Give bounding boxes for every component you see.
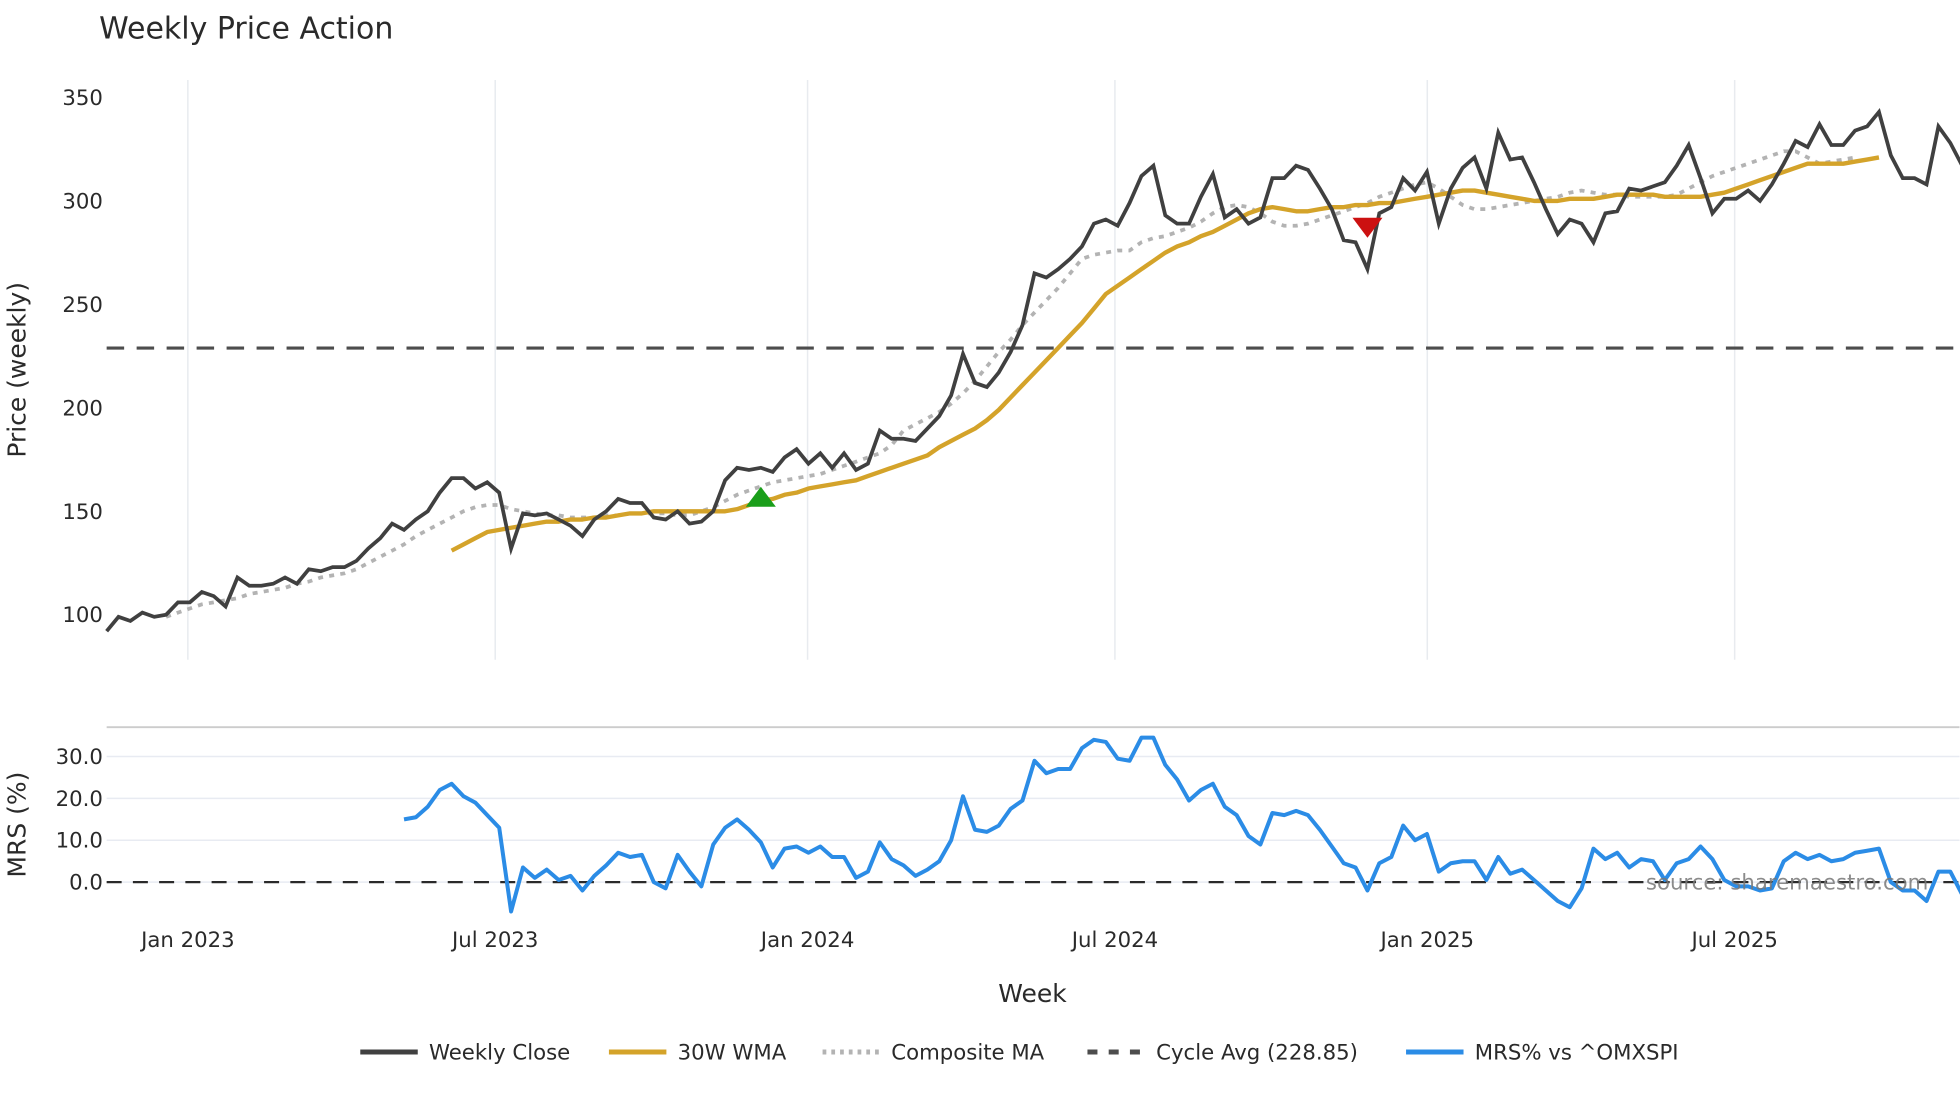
mrs-y-tick-label: 30.0 [56,745,103,770]
buy-signal-triangle-up-icon [745,486,776,507]
x-tick-label: Jul 2024 [1070,928,1158,953]
x-tick-label: Jan 2024 [759,928,855,953]
legend-label: 30W WMA [678,1041,787,1066]
price-y-tick-label: 300 [62,189,103,214]
legend-item[interactable]: Weekly Close [360,1041,570,1066]
mrs-y-tick-label: 20.0 [56,787,103,812]
sell-signal-triangle-down-icon [1352,217,1383,238]
legend: Weekly Close 30W WMA Composite MA Cycle Avg… [360,1041,1679,1066]
legend-item[interactable]: Cycle Avg (228.85) [1087,1041,1358,1066]
wma-30w-line [450,155,1880,553]
legend-item[interactable]: 30W WMA [608,1041,787,1066]
x-axis-title: Week [998,979,1067,1008]
legend-label: Weekly Close [429,1041,570,1066]
chart-title: Weekly Price Action [99,12,393,47]
legend-item[interactable]: MRS% vs ^OMXSPI [1406,1041,1679,1066]
price-y-tick-label: 150 [62,500,103,525]
price-y-axis: 100 150 200 250 300 350 [62,86,103,628]
x-axis: Jan 2023 Jul 2023 Jan 2024 Jul 2024 Jan 2025… [139,928,1778,953]
x-tick-label: Jan 2023 [139,928,235,953]
price-x-gridlines [187,79,1736,660]
legend-label: MRS% vs ^OMXSPI [1475,1041,1679,1066]
mrs-y-axis: 0.0 10.0 20.0 30.0 [56,745,103,896]
x-tick-label: Jan 2025 [1379,928,1475,953]
price-y-tick-label: 200 [62,396,103,421]
legend-item[interactable]: Composite MA [822,1041,1045,1066]
price-y-axis-title: Price (weekly) [2,282,31,458]
price-panel: 100 150 200 250 300 350 Price (weekly) [2,79,1960,660]
legend-label: Composite MA [891,1041,1044,1066]
source-watermark: source: sharemaestro.com [1646,871,1928,896]
x-tick-label: Jul 2023 [450,928,538,953]
price-y-tick-label: 250 [62,293,103,318]
mrs-y-tick-label: 10.0 [56,829,103,854]
mrs-y-tick-label: 0.0 [69,871,103,896]
mrs-panel: 0.0 10.0 20.0 30.0 MRS (%) source: sharemae… [2,735,1960,914]
composite-ma-line [165,149,1856,619]
mrs-line [403,735,1960,914]
x-tick-label: Jul 2025 [1689,928,1777,953]
price-y-tick-label: 350 [62,86,103,111]
mrs-y-axis-title: MRS (%) [2,772,31,878]
mrs-y-gridlines [106,755,1960,883]
signal-markers [745,217,1383,507]
price-y-tick-label: 100 [62,603,103,628]
legend-label: Cycle Avg (228.85) [1156,1041,1358,1066]
weekly-close-line [105,107,1960,633]
